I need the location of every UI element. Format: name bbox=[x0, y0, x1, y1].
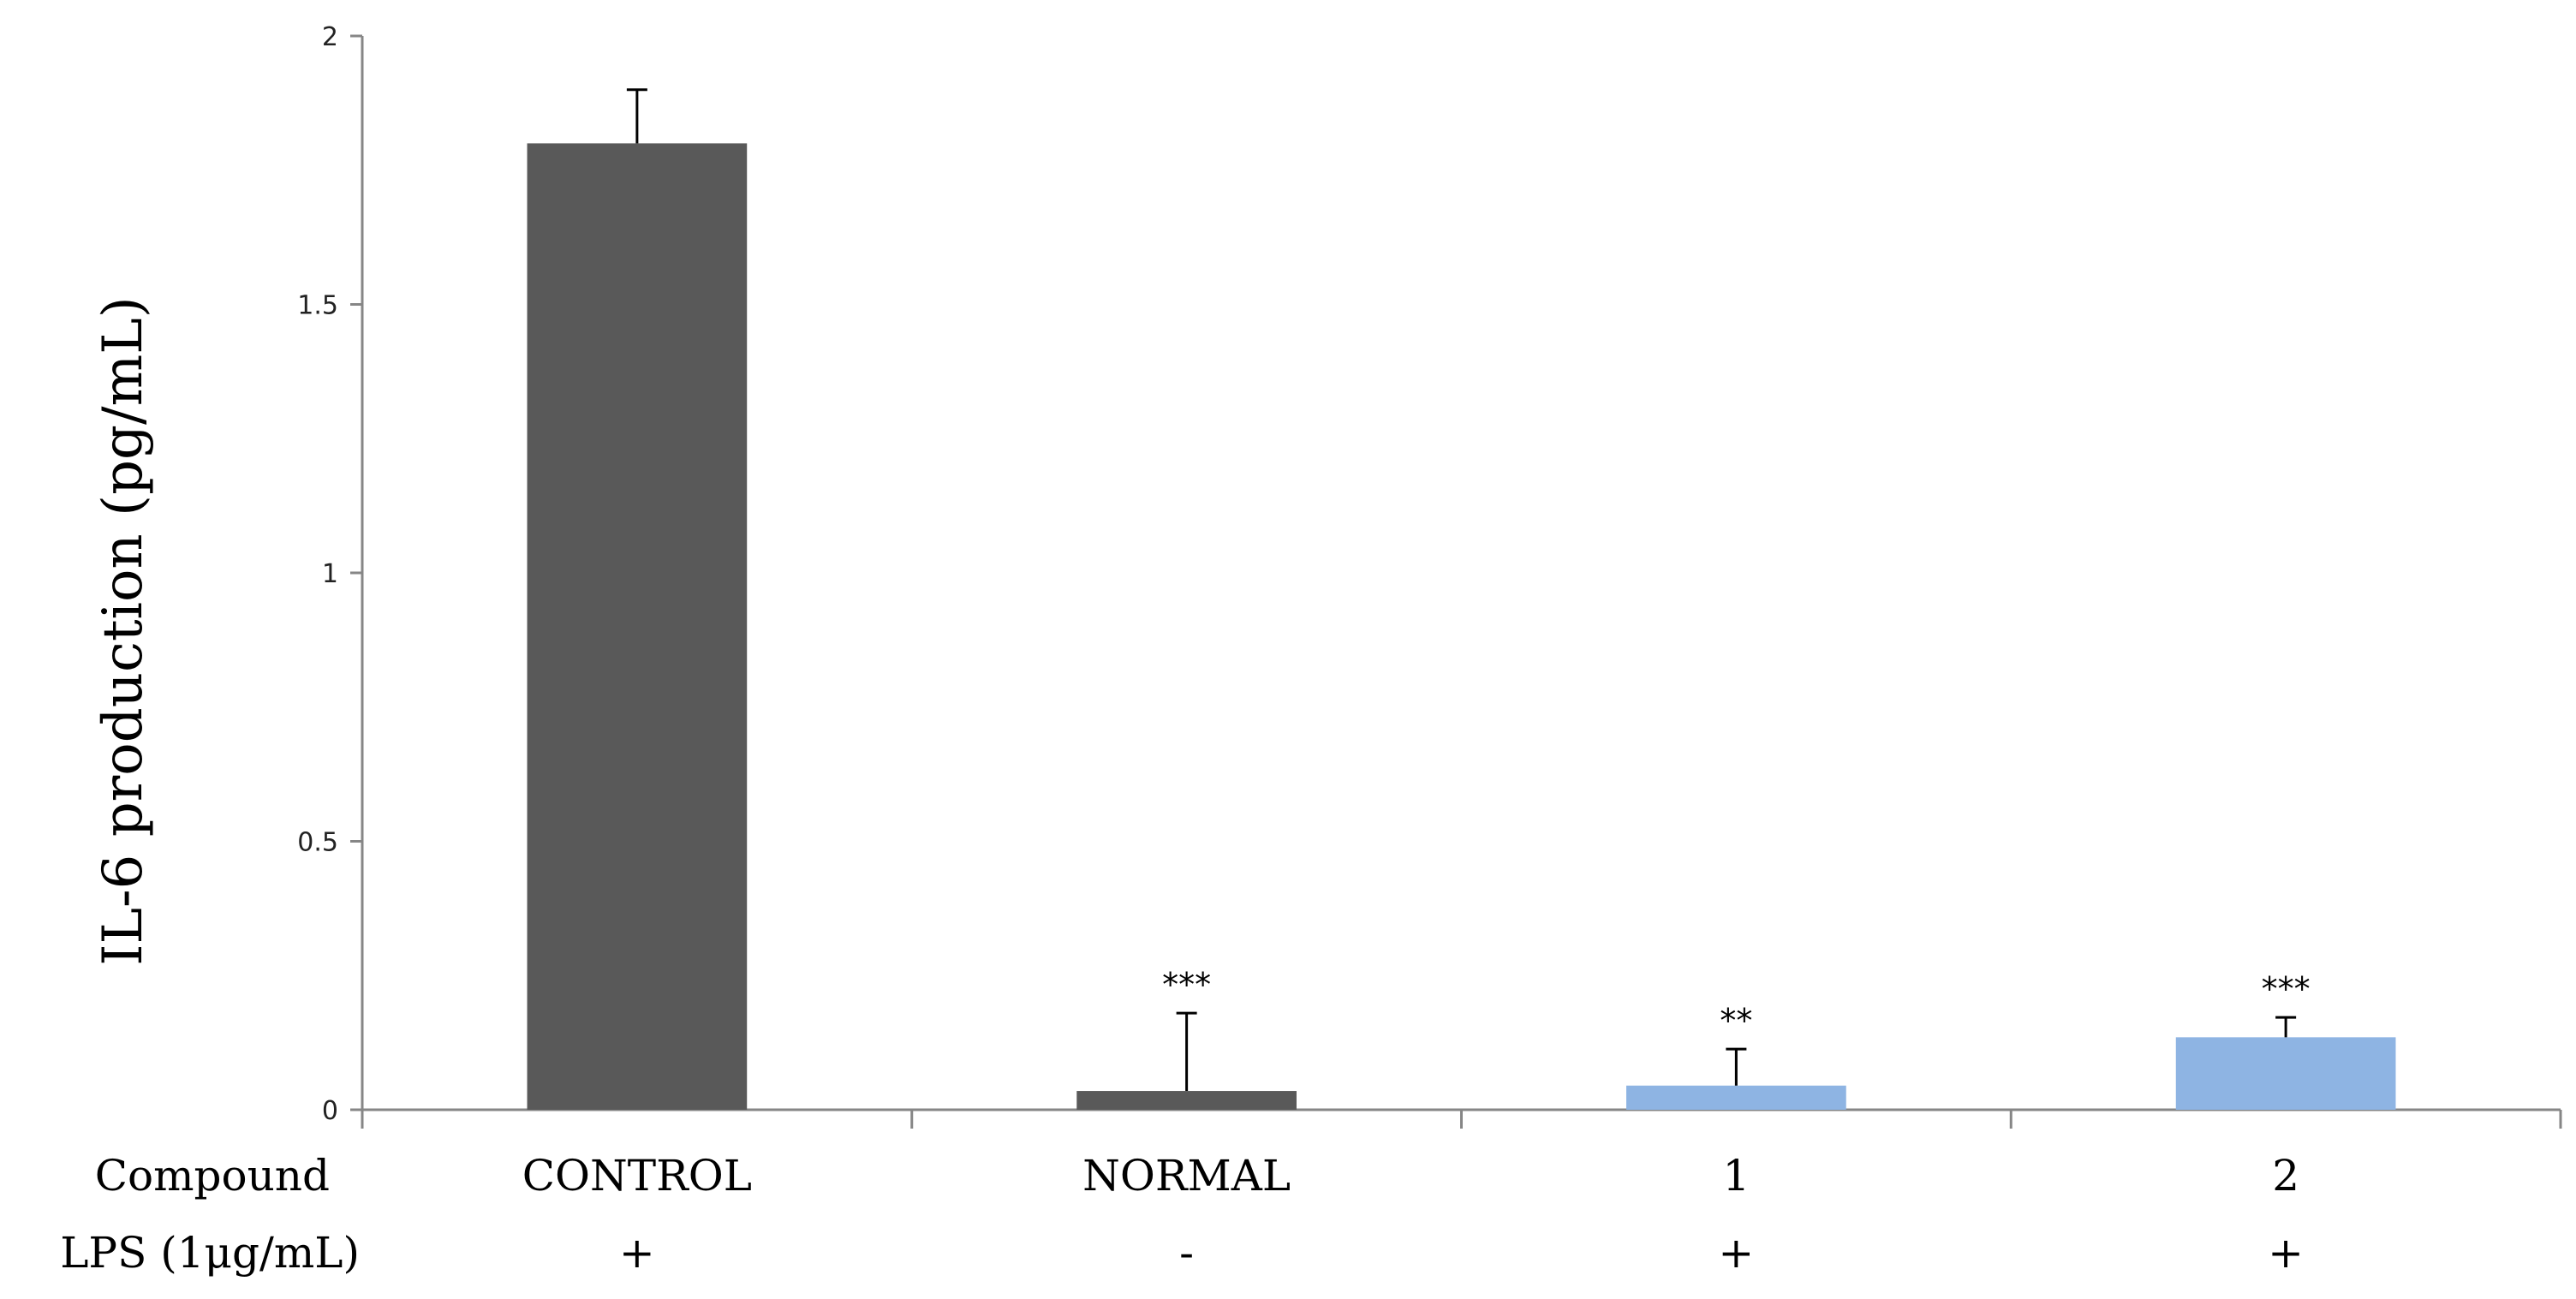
bar-4[interactable] bbox=[2175, 1037, 2396, 1110]
lps-value-label: + bbox=[619, 1228, 655, 1278]
y-tick-label: 0.5 bbox=[297, 828, 338, 858]
bar-1[interactable] bbox=[527, 143, 748, 1110]
x-tick-label: NORMAL bbox=[1082, 1151, 1291, 1201]
bar-2[interactable] bbox=[1076, 1091, 1297, 1110]
y-tick-label: 1.5 bbox=[297, 291, 338, 321]
row-label-compound: Compound bbox=[95, 1151, 330, 1201]
x-tick-label: CONTROL bbox=[522, 1151, 752, 1201]
significance-label: *** bbox=[1162, 966, 1211, 1004]
y-tick-label: 0 bbox=[322, 1096, 338, 1126]
lps-value-label: + bbox=[1718, 1228, 1754, 1278]
y-tick-label: 1 bbox=[322, 559, 338, 589]
lps-value-label: + bbox=[2268, 1228, 2304, 1278]
bar-3[interactable] bbox=[1626, 1085, 1846, 1110]
row-label-lps: LPS (1μg/mL) bbox=[60, 1228, 360, 1278]
y-axis-title: IL-6 production (pg/mL) bbox=[92, 296, 155, 966]
lps-value-label: - bbox=[1179, 1228, 1194, 1278]
significance-label: *** bbox=[2262, 970, 2311, 1008]
y-tick-label: 2 bbox=[322, 22, 338, 52]
x-tick-label: 1 bbox=[1722, 1151, 1750, 1201]
significance-label: ** bbox=[1720, 1002, 1752, 1040]
x-tick-label: 2 bbox=[2272, 1151, 2299, 1201]
